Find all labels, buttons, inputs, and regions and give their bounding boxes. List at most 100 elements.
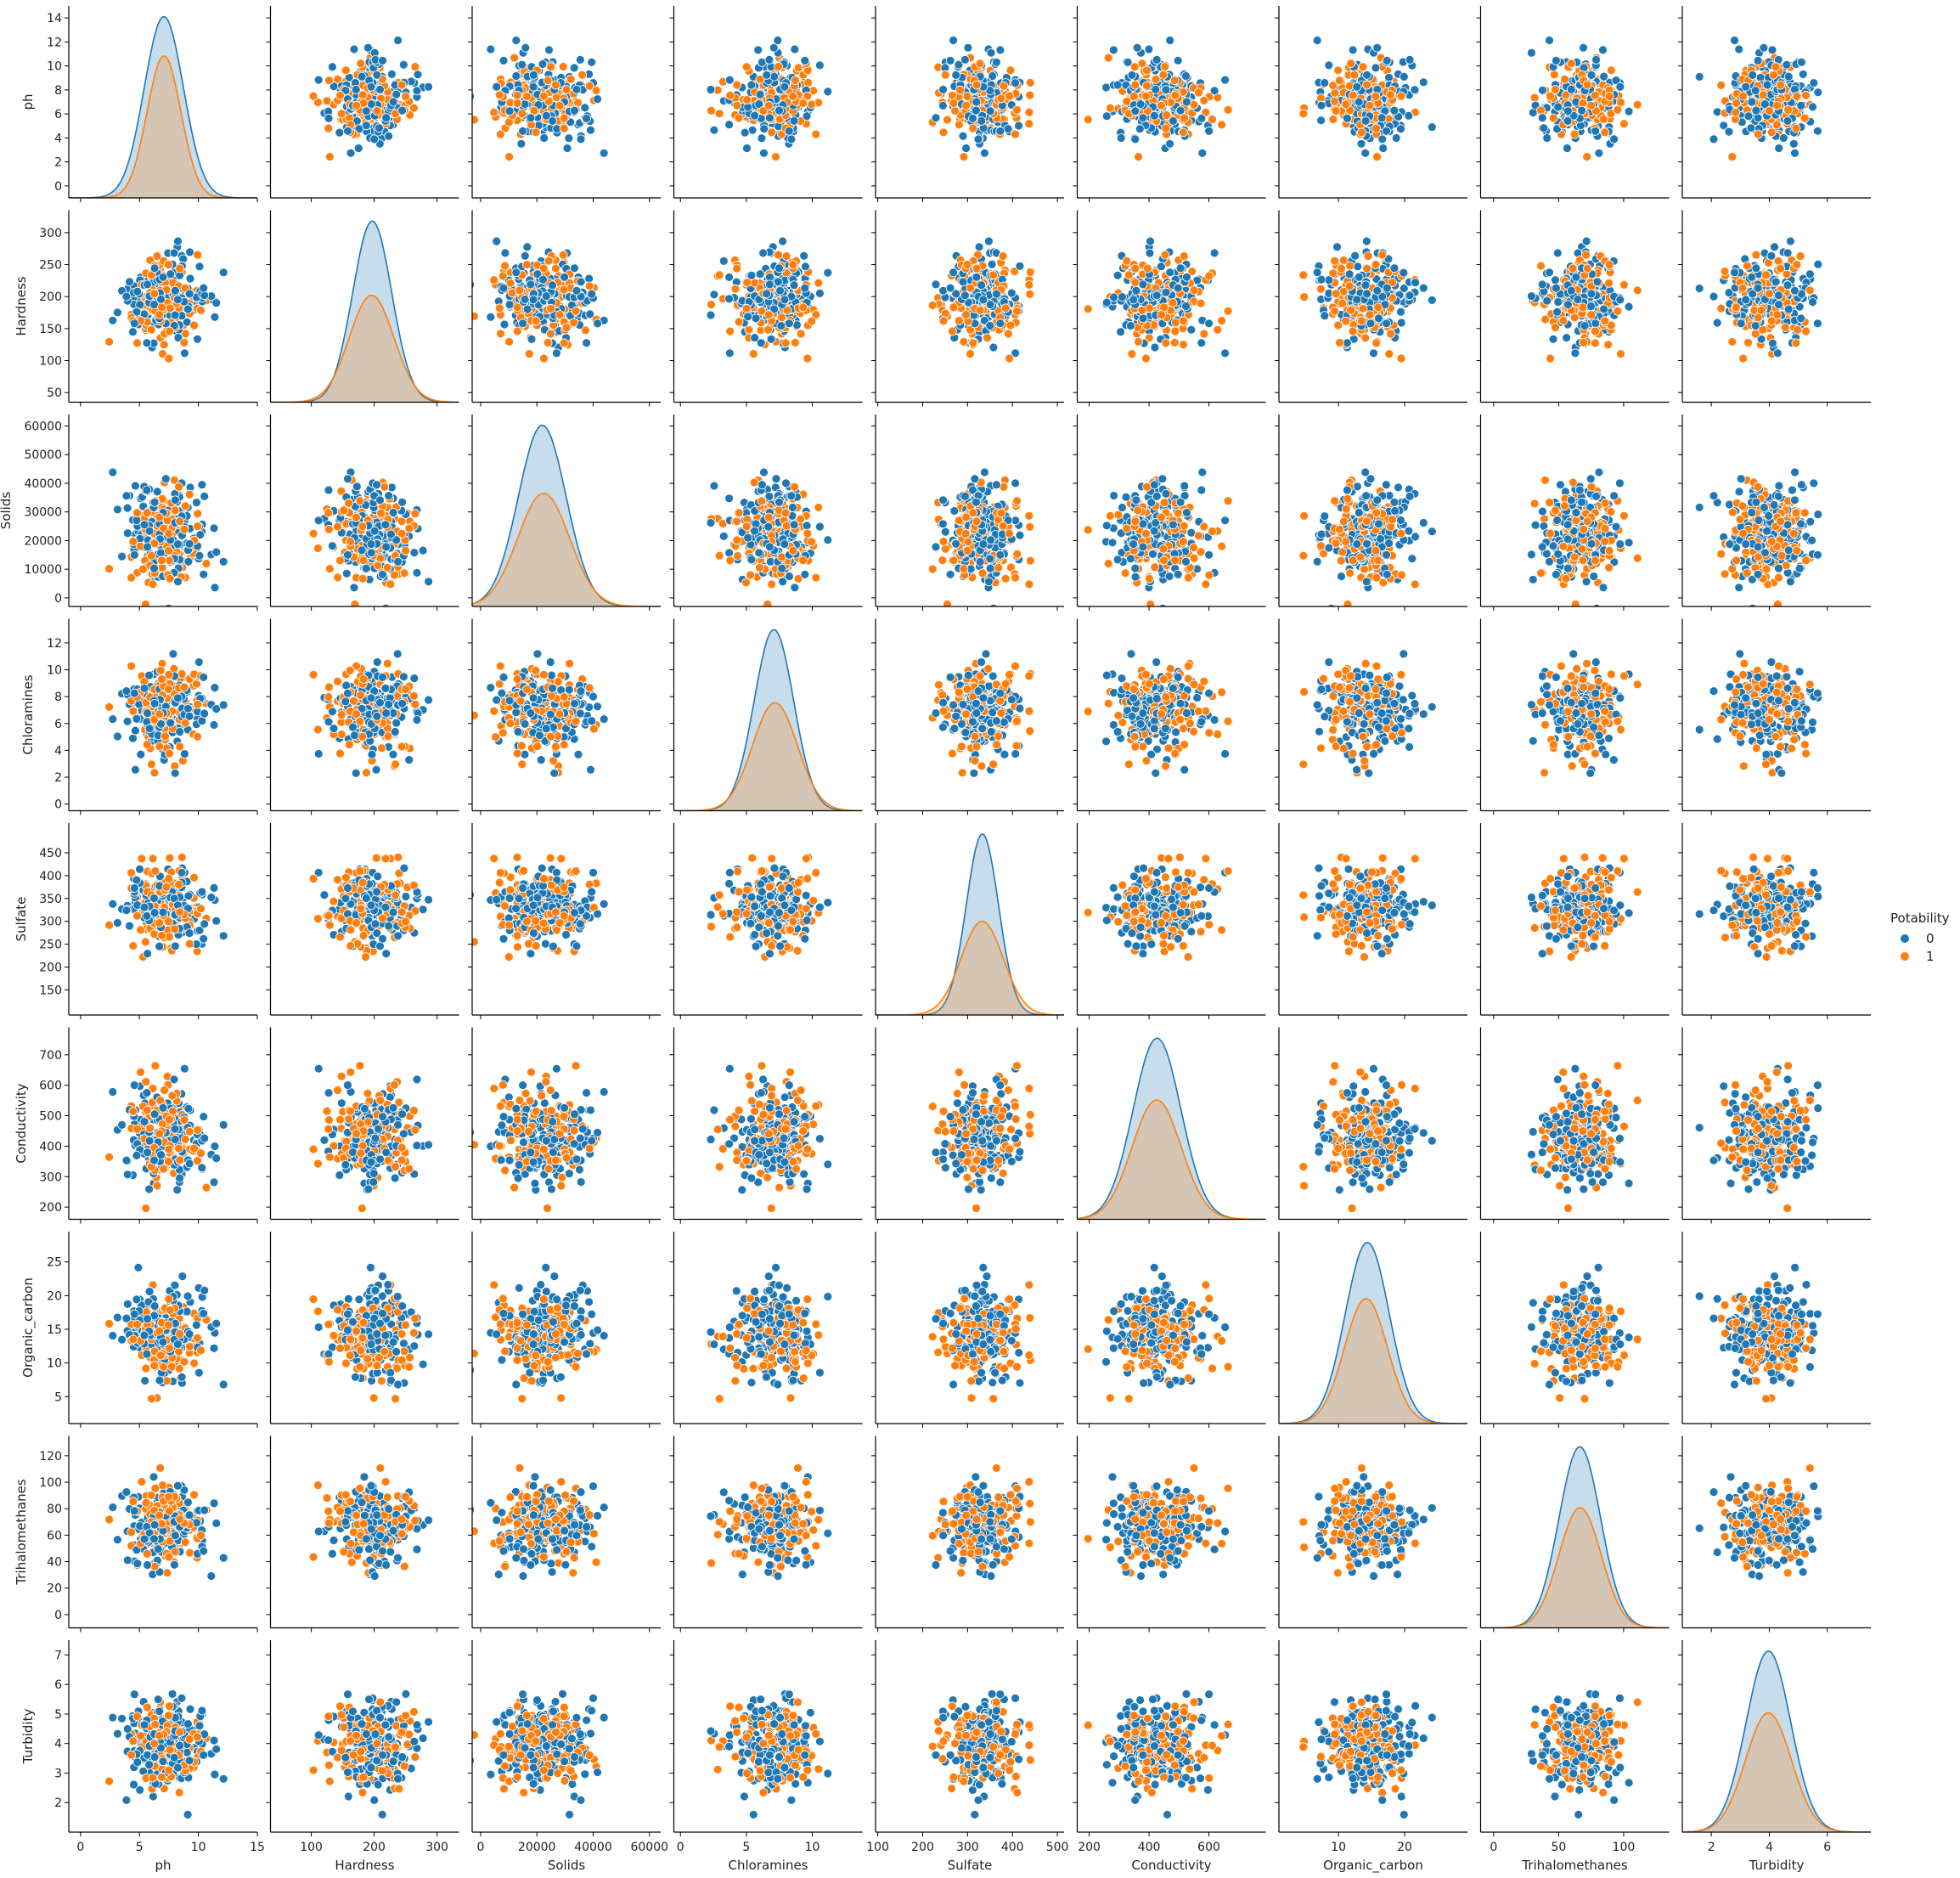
point-class-1 <box>1586 100 1597 110</box>
point-class-1 <box>1546 353 1555 364</box>
point-class-0 <box>1101 82 1111 93</box>
point-class-0 <box>184 289 194 299</box>
point-class-1 <box>335 90 345 100</box>
point-class-1 <box>1566 59 1576 69</box>
point-class-1 <box>1299 292 1309 302</box>
point-class-0 <box>1186 324 1197 335</box>
point-class-0 <box>1146 236 1155 246</box>
point-class-0 <box>504 300 515 310</box>
point-class-0 <box>784 126 794 136</box>
point-class-0 <box>516 138 527 149</box>
point-class-0 <box>740 127 750 138</box>
point-class-1 <box>1024 107 1034 117</box>
point-class-1 <box>1024 119 1034 129</box>
point-class-0 <box>755 269 765 279</box>
point-class-0 <box>580 103 590 113</box>
point-class-0 <box>1553 297 1563 307</box>
point-class-0 <box>1599 304 1608 314</box>
point-class-1 <box>1012 306 1022 316</box>
point-class-0 <box>1539 123 1549 133</box>
point-class-0 <box>375 123 384 133</box>
point-class-1 <box>807 99 817 110</box>
point-class-0 <box>1766 251 1777 261</box>
point-class-0 <box>575 55 585 65</box>
point-class-1 <box>972 263 982 274</box>
point-class-1 <box>1158 70 1169 80</box>
point-class-1 <box>1365 310 1375 320</box>
point-class-0 <box>375 85 385 94</box>
point-class-1 <box>1208 115 1217 124</box>
point-class-0 <box>974 242 984 252</box>
point-class-1 <box>1727 152 1738 162</box>
point-class-1 <box>1141 91 1151 101</box>
point-class-0 <box>747 125 758 135</box>
point-class-0 <box>1354 97 1364 107</box>
point-class-0 <box>774 105 784 116</box>
point-class-0 <box>992 57 1001 67</box>
point-class-0 <box>1753 56 1763 65</box>
point-class-0 <box>486 312 496 322</box>
point-class-0 <box>498 283 509 293</box>
point-class-1 <box>1371 123 1381 133</box>
point-class-1 <box>1604 278 1614 288</box>
point-class-0 <box>1175 263 1186 274</box>
point-class-1 <box>1582 263 1592 274</box>
point-class-0 <box>548 280 557 290</box>
point-class-1 <box>1316 284 1326 294</box>
point-class-0 <box>972 105 981 116</box>
panel-Hardness-vs-Solids <box>468 210 661 407</box>
point-class-0 <box>1135 99 1146 109</box>
point-class-1 <box>512 302 522 313</box>
point-class-0 <box>1783 116 1793 126</box>
point-class-1 <box>1582 80 1592 90</box>
point-class-0 <box>1173 283 1183 293</box>
point-class-0 <box>522 242 532 252</box>
panel-Hardness-vs-Trihalomethanes <box>1476 210 1670 407</box>
point-class-0 <box>570 105 579 116</box>
point-class-0 <box>751 313 761 324</box>
point-class-1 <box>472 307 473 313</box>
point-class-0 <box>790 44 800 54</box>
point-class-0 <box>121 291 132 302</box>
point-class-1 <box>774 250 783 260</box>
point-class-1 <box>1331 289 1341 299</box>
y-tick-label: 300 <box>39 227 62 240</box>
point-class-0 <box>1116 133 1126 143</box>
point-class-0 <box>789 280 799 290</box>
point-class-0 <box>1527 48 1536 58</box>
point-class-0 <box>1552 283 1561 293</box>
point-class-0 <box>587 289 597 299</box>
point-class-0 <box>968 113 977 123</box>
point-class-1 <box>1130 80 1141 90</box>
point-class-0 <box>985 321 995 330</box>
point-class-0 <box>218 268 228 278</box>
point-class-1 <box>546 303 555 313</box>
kde-fill-class-0 <box>69 16 257 198</box>
point-class-1 <box>954 120 964 130</box>
point-class-0 <box>1537 113 1547 123</box>
point-class-1 <box>1616 98 1625 107</box>
point-class-1 <box>1560 74 1569 84</box>
point-class-0 <box>973 134 983 144</box>
point-class-0 <box>169 248 179 258</box>
point-class-1 <box>1179 340 1188 350</box>
point-class-1 <box>1162 110 1172 121</box>
panel-marks <box>1298 236 1437 364</box>
panel-marks <box>1527 36 1642 162</box>
point-class-0 <box>1197 113 1207 123</box>
point-class-0 <box>789 116 799 126</box>
point-class-1 <box>763 310 774 320</box>
point-class-1 <box>1122 256 1132 266</box>
point-class-0 <box>1320 311 1330 321</box>
point-class-0 <box>1615 295 1625 305</box>
panel-marks <box>927 236 1035 364</box>
point-class-0 <box>759 124 769 134</box>
point-class-0 <box>1551 275 1560 285</box>
point-class-0 <box>931 279 941 290</box>
point-class-0 <box>1399 284 1409 293</box>
point-class-1 <box>1341 316 1351 326</box>
point-class-0 <box>1772 348 1783 358</box>
point-class-0 <box>1112 270 1123 280</box>
point-class-0 <box>1161 287 1171 297</box>
point-class-0 <box>742 144 752 153</box>
